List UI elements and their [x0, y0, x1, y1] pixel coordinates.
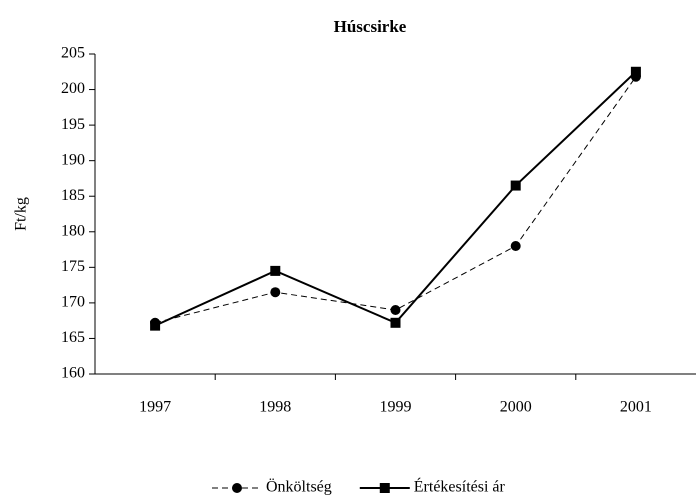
x-tick-label: 1998 — [259, 399, 291, 416]
data-point — [510, 241, 521, 251]
legend-label: Önköltség — [266, 478, 332, 496]
x-tick-label: 1997 — [139, 399, 171, 416]
y-tick-label: 190 — [61, 151, 85, 168]
y-tick-label: 160 — [61, 365, 85, 382]
x-tick-label: 2000 — [500, 399, 532, 416]
data-point — [150, 320, 161, 331]
data-point — [510, 180, 521, 191]
y-tick-label: 205 — [61, 45, 85, 62]
data-point — [390, 317, 401, 328]
data-point — [270, 287, 281, 298]
series-line — [154, 76, 637, 324]
series-line — [154, 71, 637, 327]
legend-marker — [379, 483, 390, 493]
y-tick-label: 180 — [61, 222, 85, 239]
chart-title: Húscsirke — [334, 17, 407, 36]
data-point — [390, 305, 401, 315]
y-tick-label: 185 — [61, 187, 85, 204]
y-tick-label: 175 — [61, 258, 85, 275]
legend-label: Értékesítési ár — [414, 477, 506, 496]
data-point — [630, 66, 641, 77]
y-tick-label: 170 — [61, 294, 85, 311]
x-tick-label: 2001 — [620, 399, 652, 416]
y-tick-label: 195 — [61, 116, 85, 133]
y-axis-label: Ft/kg — [13, 197, 30, 231]
x-tick-label: 1999 — [380, 399, 412, 416]
y-tick-label: 200 — [61, 80, 85, 97]
y-tick-label: 165 — [61, 329, 85, 346]
legend-marker — [232, 483, 242, 493]
data-point — [270, 265, 281, 276]
